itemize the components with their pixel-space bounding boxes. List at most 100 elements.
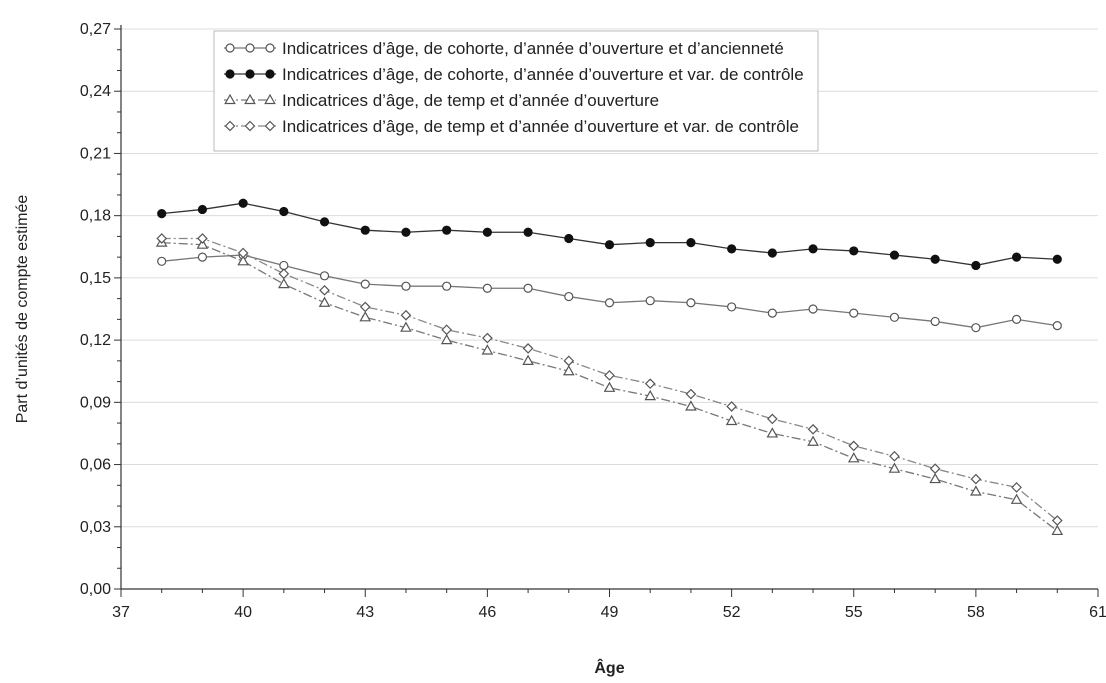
data-point (319, 271, 330, 281)
data-point (522, 343, 534, 354)
data-point (441, 324, 453, 336)
data-point (807, 423, 819, 435)
x-tick-label: 52 (723, 604, 741, 621)
data-point (197, 233, 208, 244)
data-point (645, 296, 655, 306)
legend-marker (245, 43, 255, 53)
legend-label: Indicatrices d’âge, de cohorte, d’année … (282, 39, 784, 58)
data-point (807, 435, 819, 446)
data-point (644, 389, 657, 401)
data-point (767, 308, 777, 318)
data-point (808, 244, 818, 254)
data-point (766, 427, 779, 438)
data-point (442, 225, 452, 235)
y-tick-label: 0,15 (80, 270, 111, 287)
series-line (161, 254, 1058, 329)
x-tick-label: 46 (478, 604, 496, 621)
data-point (237, 247, 249, 259)
x-tick-label: 58 (967, 604, 985, 621)
data-point (278, 277, 290, 289)
data-point (319, 217, 330, 227)
data-point (970, 485, 982, 496)
data-point (157, 208, 167, 219)
series-line (161, 241, 1058, 532)
data-point (360, 225, 370, 235)
legend-item: Indicatrices d’âge, de temp et d’année d… (224, 91, 659, 110)
data-point (645, 238, 655, 248)
legend-item: Indicatrices d’âge, de temp et d’année d… (224, 117, 799, 136)
data-point (157, 256, 167, 266)
data-point (156, 233, 168, 244)
data-point (685, 400, 697, 411)
data-point (360, 279, 370, 289)
data-point (970, 473, 982, 485)
data-point (849, 246, 859, 256)
x-axis-title: Âge (594, 658, 624, 677)
data-point (400, 321, 412, 332)
data-point (563, 355, 575, 367)
x-tick-label: 49 (601, 604, 619, 621)
legend-marker (245, 69, 255, 79)
data-point (1052, 320, 1062, 331)
data-point (603, 381, 616, 392)
data-point (971, 260, 981, 271)
data-point (482, 283, 492, 293)
legend-marker (265, 43, 275, 53)
data-point (523, 227, 533, 237)
data-point (889, 450, 900, 462)
data-point (238, 198, 248, 208)
y-tick-label: 0,06 (80, 457, 111, 474)
data-point (401, 281, 411, 291)
x-tick-label: 55 (845, 604, 863, 621)
data-point (319, 284, 330, 296)
series-2 (157, 198, 1062, 271)
data-point (604, 298, 615, 308)
data-point (197, 204, 208, 215)
data-point (686, 238, 696, 248)
data-point (237, 255, 249, 266)
x-tick-label: 40 (234, 604, 252, 621)
data-point (971, 323, 981, 333)
data-point (930, 316, 940, 327)
data-point (766, 413, 778, 425)
data-point (1011, 482, 1022, 493)
x-tick-label: 37 (112, 604, 130, 621)
data-point (767, 248, 777, 258)
legend-marker (225, 69, 235, 79)
data-point (440, 333, 453, 345)
series-4 (156, 233, 1063, 526)
data-point (522, 354, 534, 365)
series-group (155, 198, 1064, 536)
data-point (727, 244, 737, 254)
data-point (889, 250, 900, 260)
y-tick-label: 0,21 (80, 145, 111, 162)
data-point (278, 268, 290, 280)
data-point (564, 291, 574, 302)
legend-box (213, 30, 819, 152)
y-axis-title: Part d’unités de compte estimée (14, 195, 31, 424)
data-point (929, 463, 941, 475)
legend-marker (265, 69, 275, 79)
data-point (279, 260, 289, 271)
data-point (604, 240, 615, 250)
data-point (318, 296, 331, 307)
legend-item: Indicatrices d’âge, de cohorte, d’année … (224, 65, 804, 84)
y-ticks: 0,00 0,03 0,06 0,09 0,12 0,15 0,18 0,21 0,24 0,27 (80, 21, 121, 598)
data-point (523, 283, 533, 293)
data-point (359, 301, 371, 313)
legend-item: Indicatrices d’âge, de cohorte, d’année … (224, 39, 784, 58)
data-point (1051, 524, 1064, 536)
data-point (808, 304, 818, 314)
data-point (1010, 493, 1023, 504)
data-point (562, 365, 575, 376)
data-point (564, 233, 574, 244)
y-tick-label: 0,27 (80, 21, 111, 38)
data-point (929, 472, 941, 484)
y-tick-label: 0,03 (80, 519, 111, 536)
series-line (161, 202, 1058, 267)
data-point (930, 254, 940, 264)
data-point (196, 238, 209, 249)
y-tick-label: 0,18 (80, 208, 111, 225)
legend-marker (264, 93, 276, 105)
